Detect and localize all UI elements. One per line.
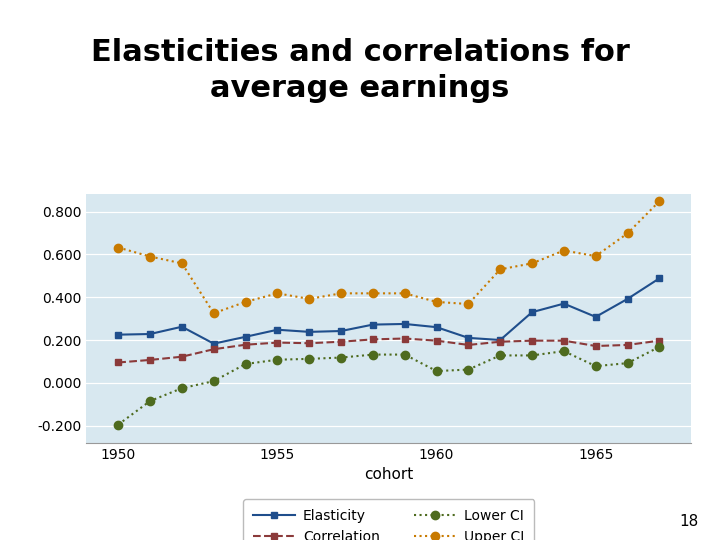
Legend: Elasticity, Correlation, Lower CI, Upper CI: Elasticity, Correlation, Lower CI, Upper…	[243, 500, 534, 540]
Text: Elasticities and correlations for
average earnings: Elasticities and correlations for averag…	[91, 38, 629, 103]
X-axis label: cohort: cohort	[364, 467, 413, 482]
Text: 18: 18	[679, 514, 698, 529]
